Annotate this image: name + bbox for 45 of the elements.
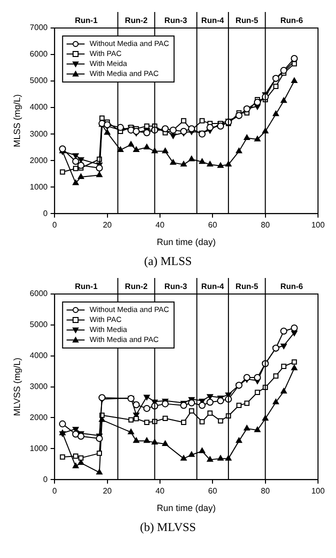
y-axis-title: MLSS (mg/L) (12, 94, 22, 148)
text: Run-1 (74, 282, 98, 292)
x-tick-label: 40 (156, 486, 165, 496)
y-tick-label: 2000 (30, 412, 48, 422)
x-axis-title: Run time (day) (156, 237, 216, 248)
y-tick-label: 6000 (30, 50, 48, 59)
x-tick-label: 0 (52, 220, 58, 230)
y-tick-label: 5000 (30, 320, 48, 330)
y-axis-title: MLVSS (mg/L) (12, 358, 22, 416)
text: Run-4 (201, 16, 225, 26)
y-tick-label: 4000 (30, 351, 48, 360)
y-tick-label: 6000 (30, 289, 48, 298)
text: Run-5 (236, 16, 259, 26)
text: Run-1 (74, 16, 98, 26)
text: Run-6 (280, 282, 304, 292)
x-tick-label: 20 (102, 220, 112, 230)
y-tick-label: 1000 (30, 444, 48, 453)
text: Run-3 (164, 16, 188, 26)
x-tick-label: 60 (208, 486, 218, 496)
x-tick-label: 100 (311, 486, 326, 496)
text: (b) MLVSS (139, 519, 197, 536)
text: Run-3 (164, 282, 188, 292)
y-tick-label: 4000 (30, 102, 48, 112)
y-tick-label: 0 (43, 208, 48, 218)
y-tick-label: 1000 (30, 182, 48, 192)
y-tick-label: 7000 (30, 23, 48, 32)
x-tick-label: 80 (260, 220, 270, 230)
x-tick-label: 60 (208, 220, 218, 230)
y-tick-label: 3000 (30, 129, 48, 138)
text: Run-2 (124, 282, 148, 292)
text: (a) MLSS (143, 253, 193, 270)
text: Run-5 (236, 282, 259, 292)
x-tick-label: 80 (260, 486, 270, 496)
text: Run-2 (124, 16, 148, 26)
x-tick-label: 40 (156, 220, 165, 230)
y-tick-label: 0 (43, 474, 48, 484)
y-tick-label: 3000 (30, 382, 48, 392)
text: Run-4 (201, 282, 225, 292)
x-axis-title: Run time (day) (156, 503, 216, 514)
text: Run-6 (280, 16, 304, 26)
x-tick-label: 100 (311, 220, 326, 230)
y-tick-label: 2000 (30, 156, 48, 165)
x-tick-label: 20 (102, 486, 112, 496)
x-tick-label: 0 (52, 486, 58, 496)
y-tick-label: 5000 (30, 76, 48, 86)
